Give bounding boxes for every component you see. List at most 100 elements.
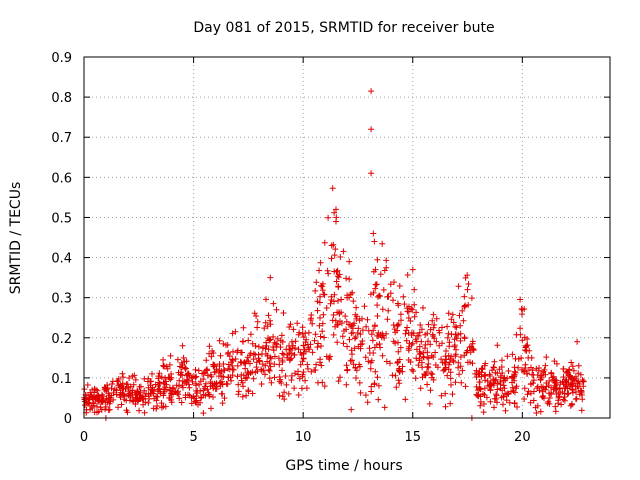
data-point [429,317,436,324]
data-point [304,361,311,368]
data-point [528,364,534,371]
data-point [494,342,501,349]
data-point [411,286,418,293]
data-point [303,385,310,392]
data-point [468,295,475,302]
data-point [335,297,341,304]
data-point [182,378,188,385]
data-point [580,378,587,385]
data-point [439,359,446,366]
data-point [352,334,359,340]
y-tick-label: 0.4 [51,252,72,267]
data-point [232,328,239,335]
data-point [502,407,509,414]
data-point [163,363,170,370]
data-point [344,343,351,350]
data-point [192,398,199,405]
data-point [329,185,336,192]
data-point [473,367,480,374]
data-point [246,352,253,359]
data-point [447,375,454,382]
data-point [206,343,213,350]
data-point [240,338,247,345]
data-point [317,293,323,300]
x-tick-label: 15 [404,430,421,445]
data-point [569,389,576,396]
data-point [511,389,518,396]
data-point [295,371,302,378]
data-point [374,302,381,309]
data-point [308,368,315,375]
data-point [305,344,312,351]
data-point [166,395,173,401]
data-point [270,333,277,340]
data-point [197,388,204,394]
data-point [490,380,497,387]
data-point [317,259,324,266]
data-point [542,362,549,369]
data-point [452,379,459,386]
data-point [235,381,242,388]
data-point [457,363,464,370]
data-point [391,279,397,286]
data-point [413,338,420,345]
data-point [268,355,274,362]
data-point [444,334,451,341]
data-point [467,349,474,356]
data-point [412,375,419,382]
data-point [264,352,271,359]
data-point [319,287,326,294]
data-point [126,375,133,381]
data-point [527,399,534,406]
data-point [517,325,524,332]
data-point [493,391,500,398]
data-point [229,362,236,369]
data-point [411,301,418,308]
data-point [334,267,341,274]
data-point [160,390,167,397]
data-point [477,402,484,409]
data-point [145,391,152,398]
data-point [395,321,402,328]
data-point [413,355,420,362]
data-point [170,385,177,392]
data-point [290,342,296,349]
data-point [331,252,338,259]
data-point [277,337,284,344]
data-point [210,394,216,400]
data-point [481,372,488,379]
data-point [298,351,305,358]
data-point [308,315,314,322]
data-point [275,355,282,362]
data-point [217,383,224,389]
data-point [375,382,382,389]
data-point [379,306,386,313]
data-point [192,366,199,373]
data-point [267,354,274,361]
data-point [311,337,318,344]
data-point [455,283,462,290]
data-point [168,391,175,398]
data-point [349,357,355,364]
data-point [166,374,173,381]
data-point [204,386,211,393]
data-point [497,373,504,379]
data-point [403,327,410,334]
data-point [105,407,112,414]
data-point [145,384,152,391]
data-point [363,323,370,330]
data-point [154,394,161,400]
data-point [301,346,308,353]
data-point [509,379,515,386]
data-point [220,340,227,347]
data-point [176,395,183,402]
data-point [189,378,196,385]
data-point [292,338,299,345]
x-tick-label: 5 [189,430,197,445]
data-point [336,271,343,278]
data-point [415,332,422,339]
data-point [254,318,261,325]
data-point [427,387,434,394]
data-point [390,297,396,304]
data-point [465,281,472,287]
